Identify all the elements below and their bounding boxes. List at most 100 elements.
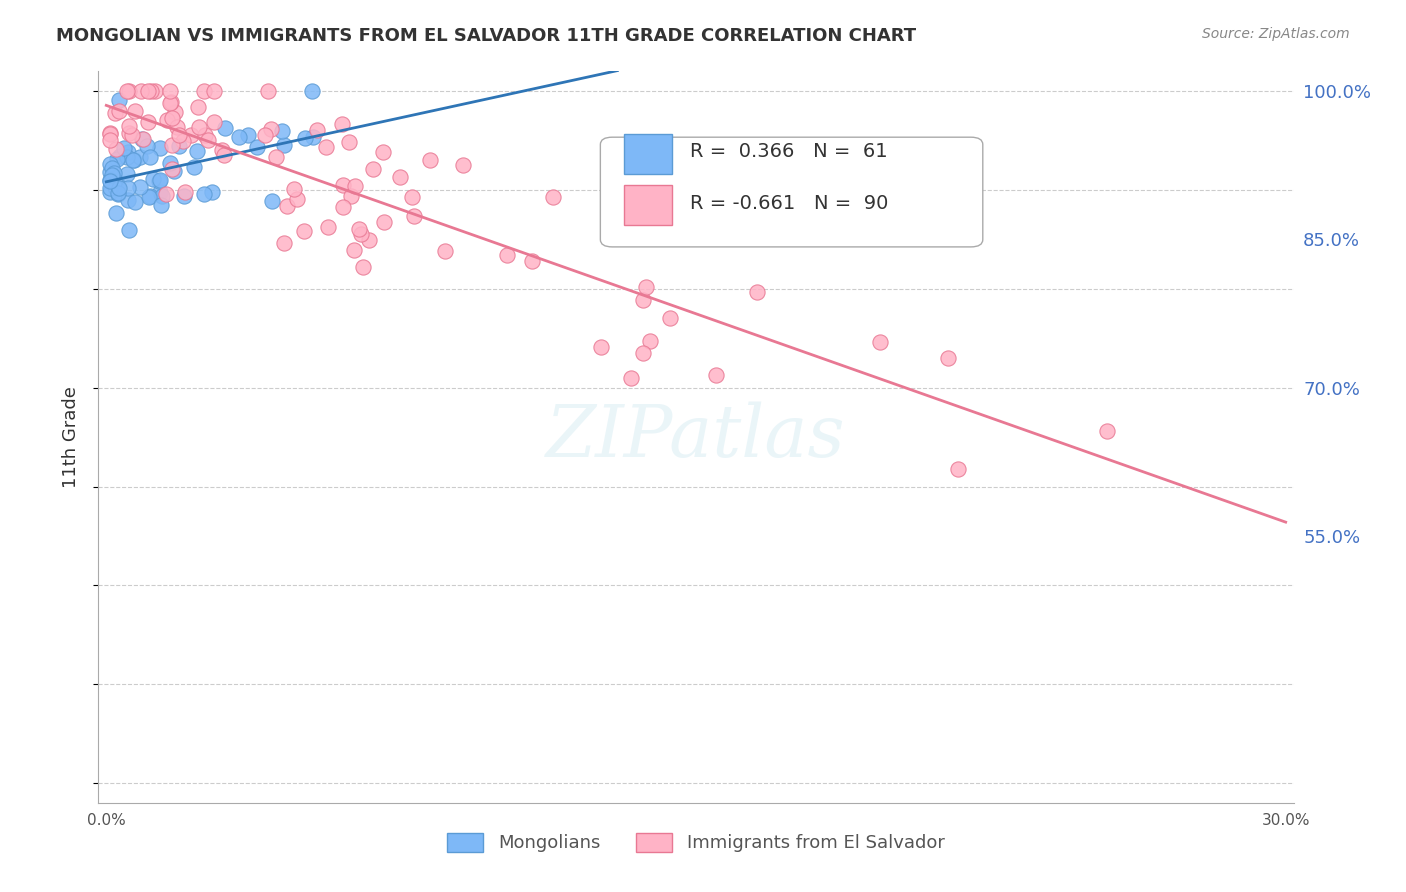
Bar [624, 134, 672, 174]
Point [202, 84, 225, 98]
Point [276, 199, 298, 213]
Point [107, 181, 129, 195]
Text: MONGOLIAN VS IMMIGRANTS FROM EL SALVADOR 11TH GRADE CORRELATION CHART: MONGOLIAN VS IMMIGRANTS FROM EL SALVADOR… [56, 27, 917, 45]
Point [98, 126, 121, 140]
Point [270, 124, 292, 138]
Point [302, 130, 325, 145]
Point [163, 164, 186, 178]
Point [228, 130, 250, 145]
Point [339, 189, 361, 203]
Point [194, 128, 217, 142]
Point [246, 140, 269, 154]
Point [148, 174, 170, 188]
Point [159, 156, 181, 170]
Point [105, 174, 128, 188]
Point [260, 122, 283, 136]
Point [188, 120, 211, 134]
Text: R =  0.366   N =  61: R = 0.366 N = 61 [690, 143, 887, 161]
Point [115, 84, 138, 98]
Point [117, 194, 139, 208]
Point [193, 186, 215, 201]
Point [631, 293, 654, 307]
Point [620, 371, 643, 385]
Point [118, 126, 141, 140]
Point [344, 178, 367, 193]
Point [337, 135, 360, 149]
Point [936, 351, 959, 366]
Point [98, 173, 121, 187]
Text: Source: ZipAtlas.com: Source: ZipAtlas.com [1202, 27, 1350, 41]
Point [98, 128, 121, 142]
Point [520, 253, 543, 268]
Point [640, 334, 662, 348]
Point [634, 279, 657, 293]
Point [124, 104, 146, 119]
Point [98, 181, 121, 195]
Point [136, 115, 159, 129]
Point [166, 120, 188, 134]
Point [112, 141, 135, 155]
Point [121, 128, 143, 142]
Point [260, 194, 283, 208]
Point [167, 128, 190, 143]
Point [186, 144, 208, 158]
Point [98, 185, 121, 199]
Point [103, 166, 125, 180]
Point [350, 227, 373, 242]
Point [115, 167, 138, 181]
Point [159, 96, 181, 111]
Point [212, 148, 235, 162]
Point [105, 205, 128, 219]
Point [315, 139, 337, 153]
Point [160, 111, 183, 125]
Point [180, 128, 202, 142]
Point [214, 121, 236, 136]
Point [389, 170, 412, 185]
Point [352, 260, 374, 275]
Point [283, 182, 305, 196]
Point [105, 152, 128, 166]
Point [658, 310, 681, 325]
Point [107, 186, 129, 200]
Point [330, 117, 353, 131]
Point [496, 248, 519, 262]
Point [361, 162, 384, 177]
Text: ZIPatlas: ZIPatlas [546, 401, 846, 473]
Point [101, 161, 124, 175]
Point [122, 153, 145, 167]
Point [747, 285, 769, 299]
Point [117, 181, 139, 195]
Y-axis label: 11th Grade: 11th Grade [62, 386, 80, 488]
Point [136, 84, 159, 98]
Point [104, 105, 127, 120]
Point [301, 84, 323, 98]
Point [163, 104, 186, 119]
Point [453, 158, 475, 172]
Point [115, 150, 138, 164]
Point [402, 209, 425, 223]
Point [948, 462, 970, 476]
Point [173, 189, 195, 203]
Point [373, 214, 395, 228]
Point [149, 186, 172, 200]
Point [373, 145, 395, 159]
Point [118, 223, 141, 237]
Point [155, 186, 177, 201]
Point [264, 151, 287, 165]
Point [98, 157, 121, 171]
Point [273, 236, 295, 251]
Point [118, 119, 141, 133]
Point [108, 93, 131, 107]
Point [287, 192, 309, 206]
Bar [624, 185, 672, 225]
Point [193, 84, 215, 98]
Point [273, 137, 295, 152]
Point [124, 194, 146, 209]
Point [332, 200, 354, 214]
Point [156, 112, 179, 127]
Point [419, 153, 441, 168]
Text: R = -0.661   N =  90: R = -0.661 N = 90 [690, 194, 889, 212]
Point [211, 143, 233, 157]
Point [294, 130, 316, 145]
Point [253, 128, 276, 142]
